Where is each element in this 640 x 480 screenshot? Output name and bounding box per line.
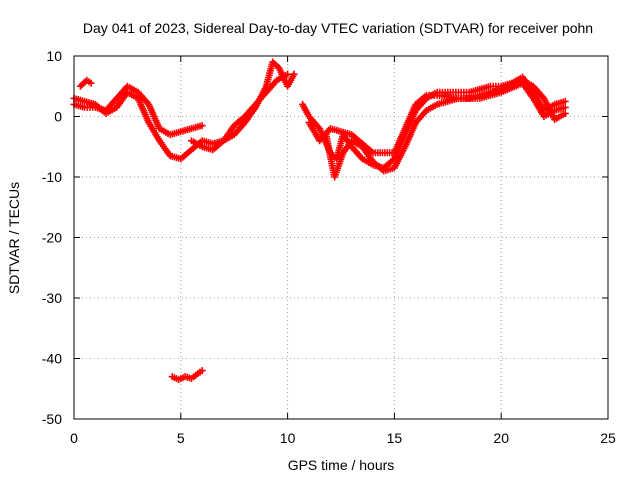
x-tick-label: 0 [70,430,78,446]
data-point [198,367,206,375]
y-axis-title: SDTVAR / TECUs [6,182,22,294]
x-axis-title: GPS time / hours [288,457,395,473]
data-point [561,97,569,105]
y-tick-label: 10 [46,48,62,64]
axis-ticks [73,55,609,420]
chart-title: Day 041 of 2023, Sidereal Day-to-day VTE… [83,20,593,36]
series-outlier-cluster [168,367,206,384]
data-point [561,109,569,117]
series-track-7 [305,79,569,157]
x-tick-label: 5 [177,430,185,446]
y-tick-label: 0 [54,109,62,125]
data-marks [70,58,569,384]
data-point [87,79,95,87]
x-tick-label: 10 [280,430,296,446]
x-tick-label: 15 [387,430,403,446]
x-tick-label: 20 [493,430,509,446]
x-tick-labels: 0 5 10 15 20 25 [70,430,616,446]
data-point [290,70,298,78]
series-track-2 [70,82,206,139]
y-tick-label: -50 [42,411,62,427]
y-tick-label: -40 [42,351,62,367]
y-tick-label: -20 [42,230,62,246]
series-track-4 [187,58,298,154]
data-point [198,122,206,130]
y-tick-label: -30 [42,290,62,306]
y-tick-label: -10 [42,169,62,185]
y-tick-labels: 10 0 -10 -20 -30 -40 -50 [42,48,62,427]
data-point [561,103,569,111]
series-track-3 [76,76,95,90]
x-tick-label: 25 [600,430,616,446]
grid-lines [74,56,608,419]
